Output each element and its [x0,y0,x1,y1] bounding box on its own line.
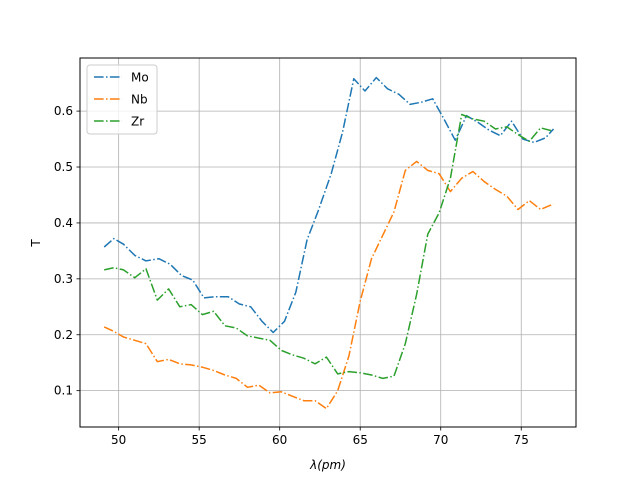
y-axis-label: T [29,239,43,248]
series-line-mo [103,76,555,334]
plot-frame [79,57,577,428]
y-tick-label: 0.2 [54,328,73,342]
y-axis: 0.1 0.2 0.3 0.4 0.5 0.6 [54,104,80,398]
series-layer [103,76,555,410]
legend-label-nb: Nb [131,93,148,107]
grid [80,58,576,427]
series-line-zr [104,113,554,380]
legend-label-mo: Mo [131,71,149,85]
plot-background [80,58,576,427]
y-tick-label: 0.3 [54,272,73,286]
legend-label-zr: Zr [131,115,144,129]
x-axis-label: λ(pm) [309,458,346,472]
x-tick-label: 65 [353,433,368,447]
legend: Mo Nb Zr [86,64,158,135]
y-tick-label: 0.6 [54,104,73,118]
y-tick-label: 0.1 [54,384,73,398]
x-axis: 50 55 60 65 70 75 [111,427,529,447]
series-line-nb [103,160,554,410]
x-tick-label: 75 [514,433,529,447]
x-tick-label: 55 [192,433,207,447]
y-tick-label: 0.5 [54,160,73,174]
x-tick-label: 70 [433,433,448,447]
y-tick-label: 0.4 [54,216,73,230]
x-tick-label: 50 [111,433,126,447]
x-tick-label: 60 [272,433,287,447]
